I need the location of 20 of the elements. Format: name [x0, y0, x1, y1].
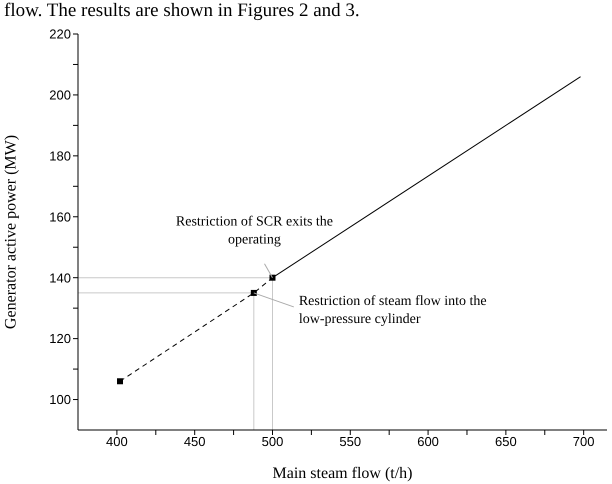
point	[117, 378, 124, 384]
x-tick-label: 450	[184, 434, 206, 450]
text: flow. The results are shown in Figures 2 and 3.	[4, 0, 360, 22]
y-tick-label: 100	[49, 392, 71, 408]
y-tick-label: 200	[49, 88, 71, 103]
x-tick-label: 600	[417, 434, 439, 450]
x-axis-title: Main steam flow (t/h)	[272, 465, 412, 482]
annotation: Restriction of SCR exits the operating	[176, 214, 334, 248]
annotation: Restriction of steam flow into the low-pressure cylinder	[298, 294, 487, 327]
x-tick-label: 650	[495, 434, 517, 450]
x-tick-label: 700	[572, 434, 595, 450]
y-tick-label: 140	[49, 270, 71, 286]
x-tick-label: 500	[262, 434, 284, 450]
x-tick-label: 550	[339, 434, 362, 450]
y-tick-label: 160	[49, 209, 71, 224]
y-axis-title: Generator active power (MW)	[2, 134, 20, 330]
x-tick-label: 400	[106, 434, 128, 450]
y-tick-label: 180	[49, 148, 71, 164]
y-tick-label: 120	[49, 331, 71, 346]
y-tick-label: 220	[49, 26, 71, 42]
